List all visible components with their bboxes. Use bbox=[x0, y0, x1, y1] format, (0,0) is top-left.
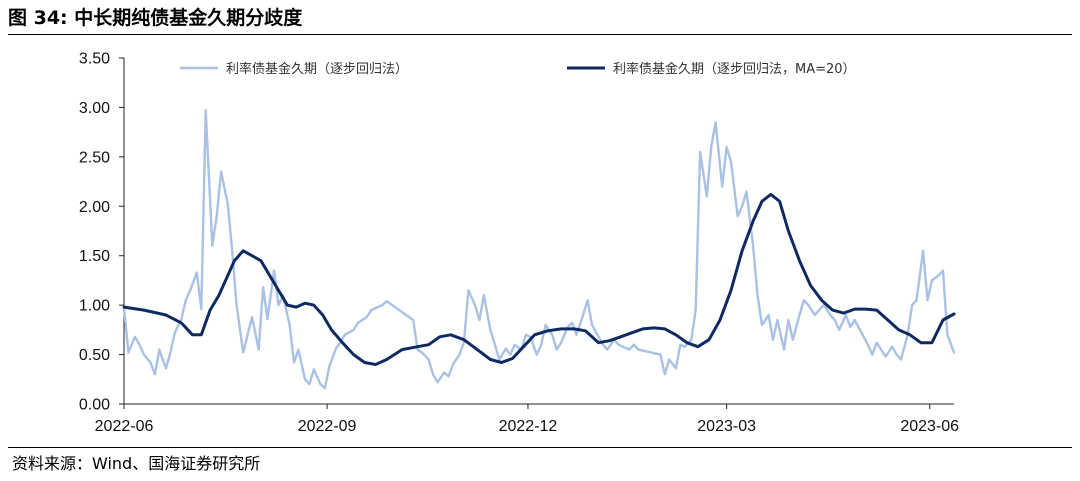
y-tick-label: 3.50 bbox=[79, 51, 110, 68]
y-tick-label: 1.00 bbox=[79, 298, 110, 315]
series-group bbox=[122, 109, 956, 390]
x-tick-label: 2023-06 bbox=[900, 418, 959, 435]
source-note: 资料来源：Wind、国海证券研究所 bbox=[12, 454, 261, 473]
series-line-duration-ma20 bbox=[122, 192, 956, 366]
y-tick-label: 2.00 bbox=[79, 199, 110, 216]
y-tick-label: 0.00 bbox=[79, 397, 110, 414]
x-axis-ticks: 2022-06 2022-09 2022-12 2023-03 2023-06 bbox=[95, 404, 959, 435]
x-tick-label: 2022-12 bbox=[499, 418, 558, 435]
legend-label: 利率债基金久期（逐步回归法，MA=20） bbox=[613, 61, 856, 77]
x-tick-label: 2022-06 bbox=[95, 418, 154, 435]
series-line-duration bbox=[122, 109, 956, 390]
x-tick-label: 2022-09 bbox=[298, 418, 357, 435]
chart-legend: 利率债基金久期（逐步回归法） 利率债基金久期（逐步回归法，MA=20） bbox=[180, 61, 856, 77]
title-row: 图 34: 中长期纯债基金久期分歧度 bbox=[8, 4, 1072, 34]
y-tick-label: 0.50 bbox=[79, 347, 110, 364]
legend-label: 利率债基金久期（逐步回归法） bbox=[226, 61, 408, 77]
y-axis-ticks: 0.00 0.50 1.00 1.50 2.00 2.50 3.00 3.50 bbox=[79, 51, 124, 414]
title-underline bbox=[8, 34, 1072, 35]
chart-axes bbox=[123, 58, 954, 405]
footer-rule bbox=[8, 447, 1072, 448]
chart-title: 图 34: 中长期纯债基金久期分歧度 bbox=[8, 7, 303, 29]
y-tick-label: 1.50 bbox=[79, 248, 110, 265]
y-tick-label: 3.00 bbox=[79, 100, 110, 117]
line-chart: 0.00 0.50 1.00 1.50 2.00 2.50 3.00 3.50 2022-06… bbox=[79, 51, 959, 436]
x-tick-label: 2023-03 bbox=[697, 418, 756, 435]
y-tick-label: 2.50 bbox=[79, 149, 110, 166]
